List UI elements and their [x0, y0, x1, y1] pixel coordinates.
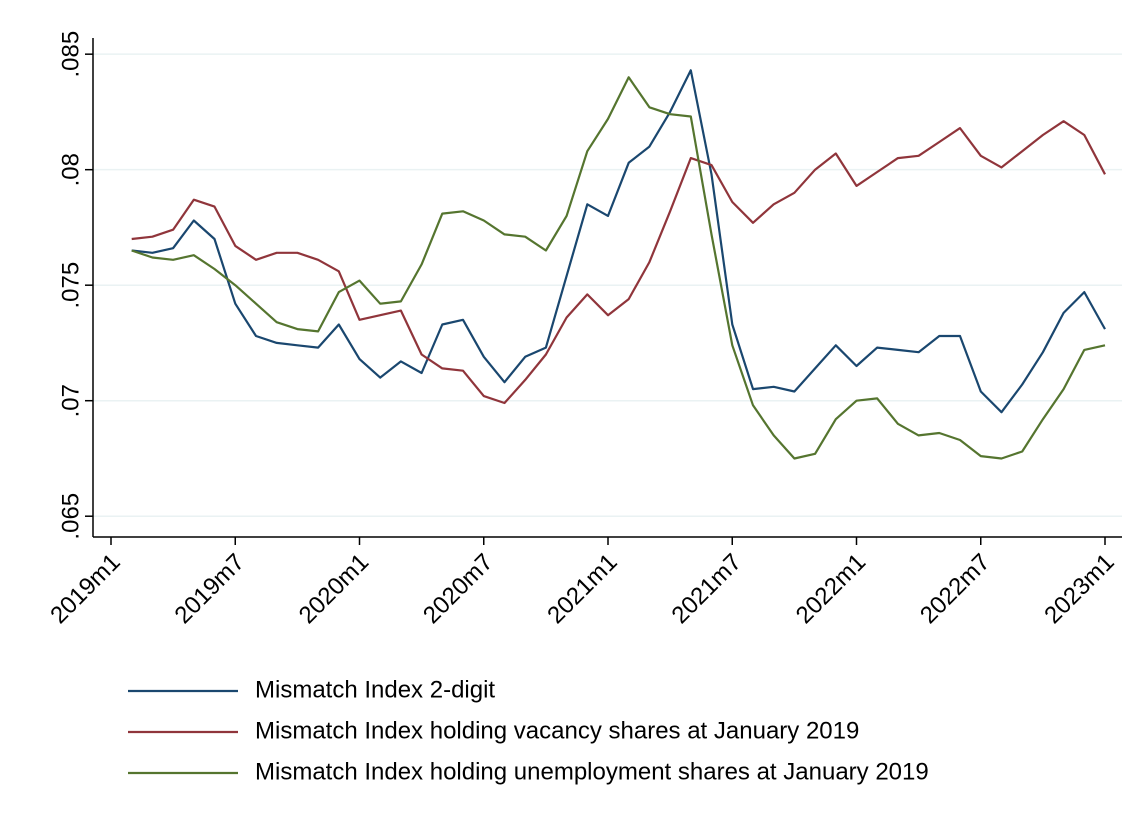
x-tick-label: 2020m7 [418, 549, 498, 629]
x-tick-label: 2019m7 [170, 549, 250, 629]
y-tick-label: .08 [57, 153, 84, 186]
series-line [131, 69, 1106, 414]
x-tick-label: 2021m1 [542, 549, 622, 629]
y-tick-label: .07 [57, 384, 84, 417]
y-tick-label: .075 [57, 262, 84, 309]
legend-label: Mismatch Index holding unemployment shar… [255, 758, 929, 785]
y-tick-label: .065 [57, 493, 84, 540]
x-tick-label: 2022m7 [915, 549, 995, 629]
series-line [131, 76, 1106, 460]
x-tick-label: 2023m1 [1039, 549, 1119, 629]
legend-label: Mismatch Index 2-digit [255, 676, 495, 703]
x-tick-label: 2019m1 [45, 549, 125, 629]
series-line [131, 120, 1106, 405]
x-tick-label: 2021m7 [667, 549, 747, 629]
x-tick-label: 2020m1 [294, 549, 374, 629]
legend-label: Mismatch Index holding vacancy shares at… [255, 717, 859, 744]
y-tick-label: .085 [57, 31, 84, 78]
x-tick-label: 2022m1 [791, 549, 871, 629]
